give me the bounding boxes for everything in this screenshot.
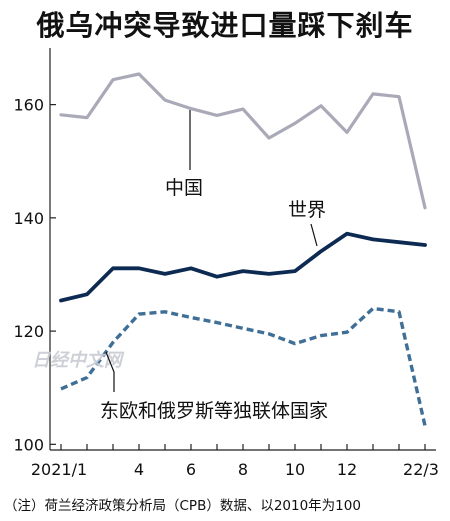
series-line-china — [59, 72, 427, 210]
y-tick-label: 140 — [13, 209, 44, 228]
series-lines — [59, 72, 427, 427]
ticks: 100 120 140 160 2021/1 4 6 8 10 12 22/3 — [13, 96, 439, 479]
watermark-text: 日经中文网 — [32, 350, 125, 371]
world-leader-line — [310, 223, 318, 247]
x-tick-label: 12 — [337, 460, 357, 479]
x-tick-label: 22/3 — [403, 460, 439, 479]
series-callouts: 中国 世界 日经中文网 东欧和俄罗斯等独联体国家 — [32, 110, 328, 422]
x-tick-label: 4 — [134, 460, 144, 479]
legend-label-china: 中国 — [165, 177, 203, 199]
x-tick-label: 8 — [238, 460, 248, 479]
x-tick-label: 10 — [285, 460, 305, 479]
series-line-world — [59, 231, 427, 303]
series-line-cis — [60, 306, 427, 427]
legend-label-world: 世界 — [288, 199, 326, 221]
x-tick-label: 6 — [186, 460, 196, 479]
footnote: （注）荷兰经济政策分析局（CPB）数据、以2010年为100 — [4, 498, 361, 514]
chart-title: 俄乌冲突导致进口量踩下刹车 — [36, 9, 414, 42]
y-tick-label: 120 — [13, 322, 44, 341]
y-tick-label: 160 — [13, 96, 44, 115]
cis-leader-line — [105, 351, 115, 392]
legend-label-cis: 东欧和俄罗斯等独联体国家 — [100, 400, 328, 422]
x-tick-label: 2021/1 — [31, 460, 87, 479]
y-tick-label: 100 — [13, 435, 44, 454]
